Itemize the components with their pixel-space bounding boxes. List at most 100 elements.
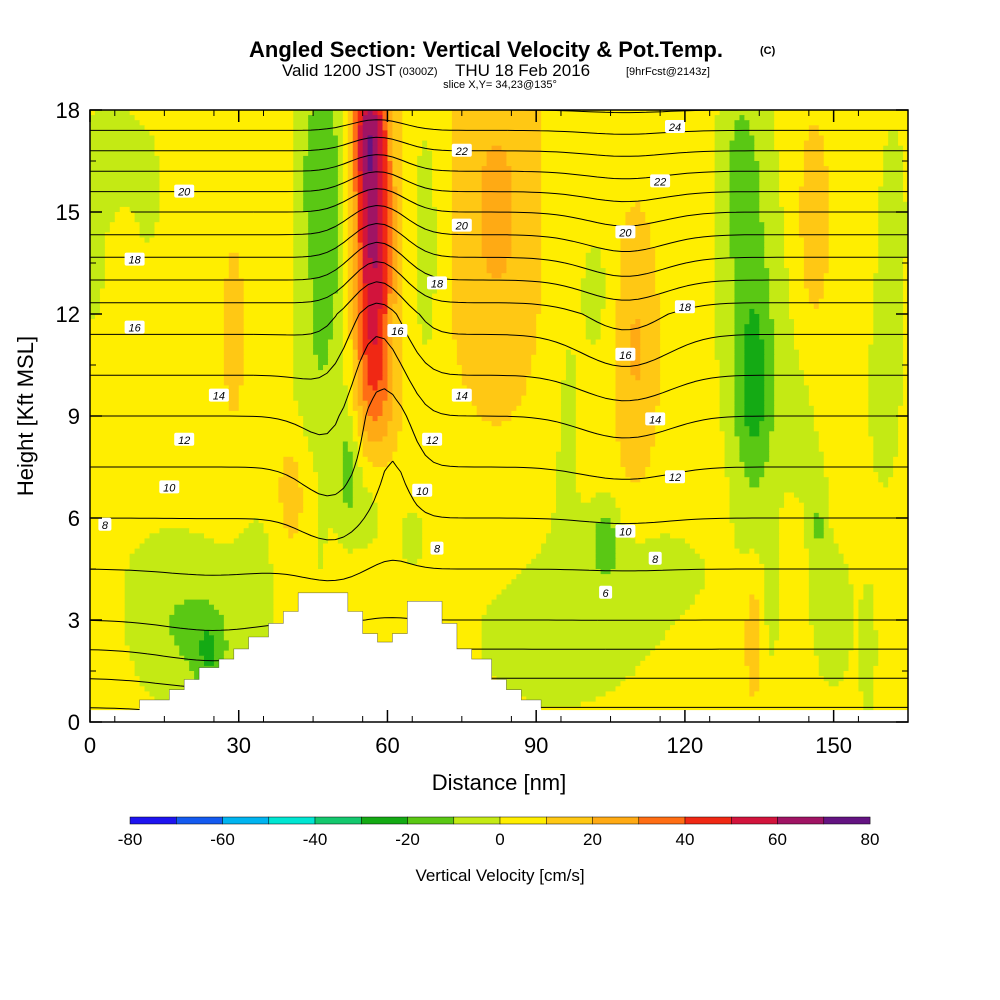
velocity-cell [139, 543, 270, 550]
velocity-cell [273, 599, 493, 606]
velocity-cell [724, 431, 736, 437]
velocity-cell [798, 497, 830, 504]
velocity-cell [362, 385, 374, 392]
velocity-cell [337, 166, 344, 172]
velocity-cell [615, 431, 656, 437]
velocity-cell [556, 492, 582, 499]
velocity-cell [387, 293, 398, 300]
velocity-cell [392, 196, 398, 203]
velocity-cell [303, 426, 354, 432]
velocity-cell [828, 487, 908, 494]
velocity-cell [327, 528, 334, 534]
velocity-cell [352, 206, 359, 213]
velocity-cell [526, 696, 597, 703]
velocity-cell [367, 405, 384, 412]
velocity-cell [342, 140, 349, 147]
velocity-cell [90, 487, 279, 494]
colorbar-tick-label: -80 [118, 830, 143, 849]
velocity-cell [481, 630, 666, 636]
velocity-cell [352, 155, 359, 162]
velocity-cell [432, 319, 453, 325]
velocity-cell [293, 344, 314, 351]
velocity-cell [903, 319, 908, 325]
velocity-cell [640, 201, 716, 208]
velocity-cell [853, 599, 860, 606]
velocity-cell [744, 630, 760, 636]
velocity-cell [714, 161, 731, 167]
velocity-cell [903, 303, 908, 310]
velocity-cell [342, 359, 354, 366]
velocity-cell [764, 380, 775, 386]
velocity-cell [298, 472, 319, 478]
velocity-cell [332, 125, 344, 131]
velocity-cell [704, 574, 765, 580]
velocity-cell [645, 472, 726, 478]
velocity-cell [90, 145, 156, 152]
velocity-cell [565, 365, 577, 371]
velocity-cell [451, 242, 483, 249]
velocity-cell [868, 375, 904, 381]
velocity-cell [551, 528, 597, 534]
velocity-cell [243, 528, 265, 534]
velocity-cell [347, 410, 359, 417]
velocity-cell [437, 242, 453, 249]
velocity-cell [223, 354, 245, 361]
velocity-cell [779, 579, 810, 585]
velocity-cell [714, 319, 736, 325]
velocity-cell [828, 512, 908, 519]
theta-label-bg [665, 470, 685, 484]
velocity-cell [357, 283, 364, 290]
velocity-cell [199, 650, 215, 657]
velocity-cell [798, 201, 830, 208]
velocity-cell [90, 701, 165, 708]
velocity-cell [402, 405, 478, 412]
theta-label-bg [645, 412, 666, 426]
velocity-cell [352, 344, 359, 351]
velocity-cell [744, 380, 765, 386]
velocity-cell [417, 252, 438, 259]
velocity-cell [769, 446, 820, 453]
velocity-cell [402, 314, 418, 320]
velocity-cell [223, 370, 245, 376]
velocity-cell [828, 477, 879, 483]
velocity-cell [223, 293, 245, 300]
velocity-cell [387, 237, 394, 244]
velocity-cell [382, 232, 389, 239]
velocity-cell [734, 303, 770, 310]
velocity-cell [774, 115, 908, 121]
velocity-cell [744, 620, 760, 626]
velocity-cell [759, 421, 775, 427]
velocity-cell [90, 308, 101, 315]
velocity-cell [417, 512, 552, 519]
velocity-cell [268, 548, 319, 555]
theta-label-bg [615, 347, 636, 361]
velocity-cell [451, 125, 542, 131]
velocity-cell [90, 150, 156, 157]
velocity-cell [868, 405, 899, 412]
velocity-cell [392, 232, 398, 239]
velocity-cell [129, 655, 185, 662]
velocity-cell [451, 196, 483, 203]
velocity-cell [352, 375, 359, 381]
velocity-cell [511, 247, 542, 254]
velocity-cell [352, 222, 359, 228]
velocity-cell [521, 395, 562, 402]
velocity-cell [362, 405, 369, 412]
velocity-cell [90, 472, 284, 478]
velocity-cell [402, 538, 423, 545]
velocity-cell [903, 263, 908, 269]
velocity-cell [362, 319, 369, 325]
velocity-cell [90, 620, 126, 626]
velocity-cell [481, 655, 646, 662]
velocity-cell [387, 145, 394, 152]
chart-title: Angled Section: Vertical Velocity & Pot.… [249, 37, 723, 62]
velocity-cell [357, 314, 364, 320]
velocity-cell [392, 217, 398, 223]
velocity-cell [759, 604, 765, 611]
velocity-cell [90, 538, 146, 545]
velocity-cell [402, 247, 418, 254]
velocity-cell [342, 135, 349, 142]
velocity-cell [541, 257, 587, 264]
velocity-cell [283, 456, 294, 463]
